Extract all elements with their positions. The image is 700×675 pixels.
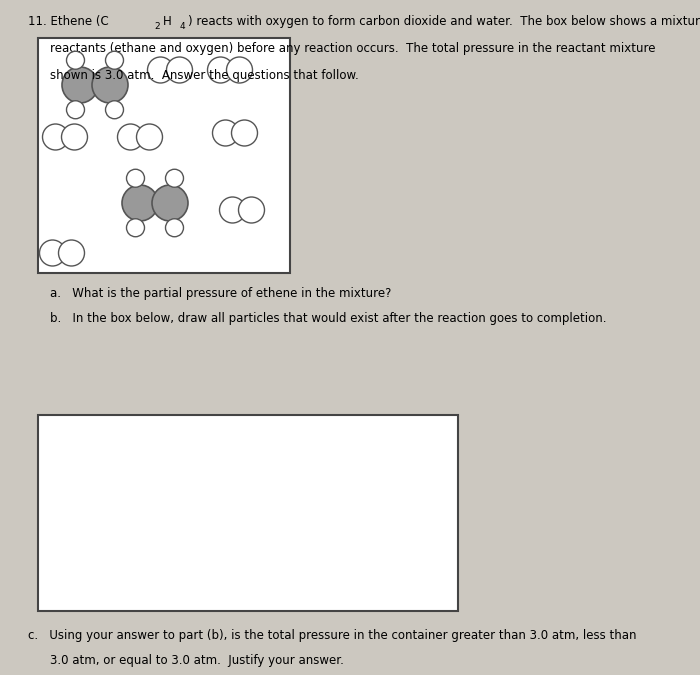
- Text: 4: 4: [180, 22, 186, 30]
- Circle shape: [220, 197, 246, 223]
- Text: H: H: [162, 15, 172, 28]
- Circle shape: [66, 101, 85, 119]
- Circle shape: [239, 197, 265, 223]
- Circle shape: [62, 67, 98, 103]
- Circle shape: [207, 57, 234, 83]
- Circle shape: [118, 124, 144, 150]
- Circle shape: [152, 185, 188, 221]
- Circle shape: [127, 219, 144, 237]
- Circle shape: [92, 67, 128, 103]
- Bar: [38, 38, 290, 273]
- Circle shape: [127, 169, 144, 187]
- Circle shape: [227, 57, 253, 83]
- Circle shape: [122, 185, 158, 221]
- Bar: [38, 415, 458, 611]
- Circle shape: [165, 169, 183, 187]
- Circle shape: [106, 101, 123, 119]
- Circle shape: [66, 51, 85, 70]
- Text: 11. Ethene (C: 11. Ethene (C: [28, 15, 108, 28]
- Circle shape: [136, 124, 162, 150]
- Text: reactants (ethane and oxygen) before any reaction occurs.  The total pressure in: reactants (ethane and oxygen) before any…: [50, 42, 655, 55]
- Circle shape: [167, 57, 193, 83]
- Circle shape: [165, 219, 183, 237]
- Text: ) reacts with oxygen to form carbon dioxide and water.  The box below shows a mi: ) reacts with oxygen to form carbon diox…: [188, 15, 700, 28]
- Text: a.   What is the partial pressure of ethene in the mixture?: a. What is the partial pressure of ethen…: [50, 287, 391, 300]
- Text: b.   In the box below, draw all particles that would exist after the reaction go: b. In the box below, draw all particles …: [50, 312, 606, 325]
- Text: c.   Using your answer to part (b), is the total pressure in the container great: c. Using your answer to part (b), is the…: [28, 629, 636, 642]
- Circle shape: [59, 240, 85, 266]
- Text: 2: 2: [155, 22, 160, 30]
- Circle shape: [148, 57, 174, 83]
- Circle shape: [39, 240, 66, 266]
- Circle shape: [43, 124, 69, 150]
- Circle shape: [213, 120, 239, 146]
- Circle shape: [106, 51, 123, 70]
- Circle shape: [62, 124, 88, 150]
- Text: shown is 3.0 atm.  Answer the questions that follow.: shown is 3.0 atm. Answer the questions t…: [50, 69, 358, 82]
- Circle shape: [232, 120, 258, 146]
- Text: 3.0 atm, or equal to 3.0 atm.  Justify your answer.: 3.0 atm, or equal to 3.0 atm. Justify yo…: [50, 654, 344, 667]
